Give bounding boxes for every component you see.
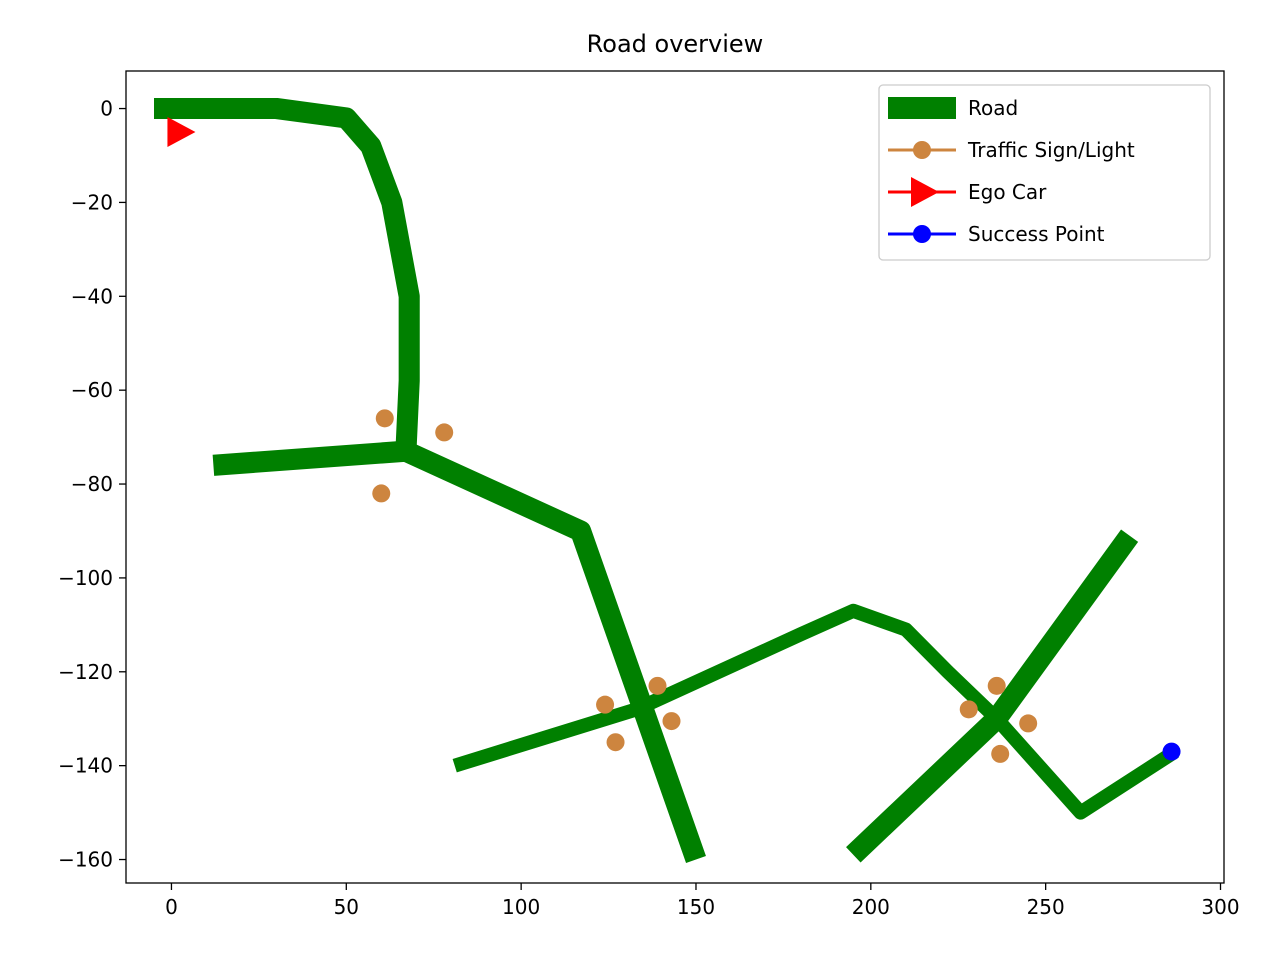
traffic-sign-marker-2: [372, 484, 391, 503]
axes-frame: [125, 70, 1225, 884]
road-segment-1: [212, 440, 706, 863]
y-tick-label: −80: [71, 472, 113, 496]
traffic-sign-marker-7: [959, 700, 978, 719]
success-point-marker: [1162, 742, 1181, 761]
traffic-sign-marker-10: [1019, 714, 1038, 733]
ego-car-marker: [167, 117, 196, 148]
traffic-sign-marker-5: [606, 733, 625, 752]
traffic-sign-marker-4: [648, 676, 667, 695]
traffic-sign-marker-8: [987, 676, 1006, 695]
y-tick-label: −20: [71, 190, 113, 214]
plot-area: [154, 97, 1181, 863]
x-tick-label: 300: [1201, 895, 1239, 919]
traffic-sign-marker-9: [991, 744, 1010, 763]
legend-box: [878, 84, 1211, 261]
legend-label: Road: [968, 96, 1018, 120]
road-segment-4: [991, 714, 1179, 820]
road-segment-2: [452, 603, 1002, 773]
legend: Road Traffic Sign/Light Ego Car Success Poi…: [878, 84, 1211, 261]
x-tick-label: 150: [677, 895, 715, 919]
y-tick-label: −120: [58, 660, 113, 684]
y-tick-label: −60: [71, 378, 113, 402]
road-segment-0: [154, 97, 420, 457]
x-tick-label: 200: [852, 895, 890, 919]
traffic-sign-marker-0: [375, 409, 394, 428]
legend-marker-swatch: [913, 225, 931, 243]
x-tick-label: 50: [334, 895, 359, 919]
legend-label: Traffic Sign/Light: [967, 138, 1135, 162]
traffic-sign-marker-3: [596, 695, 615, 714]
y-tick-label: 0: [100, 97, 113, 121]
y-tick-label: −160: [58, 848, 113, 872]
legend-marker-swatch: [913, 141, 931, 159]
y-tick-label: −100: [58, 566, 113, 590]
y-tick-label: −40: [71, 284, 113, 308]
legend-label: Success Point: [968, 222, 1105, 246]
legend-triangle-swatch: [911, 177, 939, 207]
axis-ticks: 0 50 100 150 200 250 300 0 −20 −40 −60 −80 −100 −120 −…: [58, 97, 1240, 919]
y-tick-label: −140: [58, 754, 113, 778]
traffic-sign-marker-1: [435, 423, 454, 442]
x-tick-label: 250: [1027, 895, 1065, 919]
x-tick-label: 100: [502, 895, 540, 919]
legend-label: Ego Car: [968, 180, 1047, 204]
chart-title: Road overview: [587, 30, 764, 58]
x-tick-label: 0: [165, 895, 178, 919]
traffic-sign-marker-6: [662, 712, 681, 731]
